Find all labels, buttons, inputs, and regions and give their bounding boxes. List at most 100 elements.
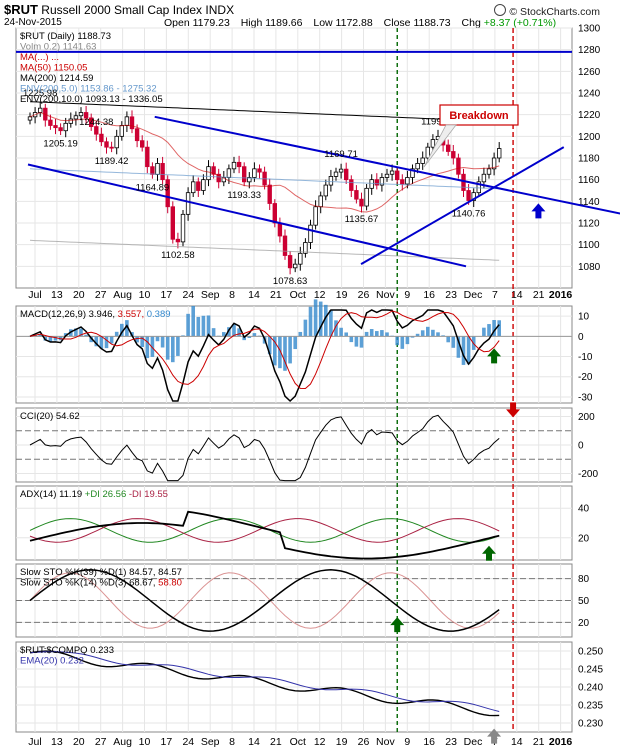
y-tick-label: -30 (578, 392, 593, 403)
macd-histogram-bar (160, 336, 165, 348)
chart-date: 24-Nov-2015 (4, 17, 62, 28)
cci-line (29, 414, 500, 482)
legend-part: 0.389 (144, 309, 170, 320)
macd-histogram-bar (308, 306, 313, 337)
macd-histogram-bar (278, 336, 282, 369)
macd-histogram-bar (334, 320, 338, 337)
x-tick-label: Jul (28, 736, 41, 748)
chart-title: $RUT Russell 2000 Small Cap Index INDX (4, 2, 234, 17)
candle-body (48, 119, 53, 126)
x-tick-label: 23 (445, 736, 457, 748)
macd-histogram-bar (451, 336, 456, 348)
macd-histogram-bar (79, 328, 83, 337)
y-tick-label: 80 (578, 574, 590, 585)
candle-body (456, 157, 461, 175)
env10-lower-line (29, 239, 500, 261)
candle-body (99, 133, 104, 143)
y-tick-label: 1080 (578, 262, 601, 273)
candle-body (364, 187, 369, 207)
x-tick-label: 24 (182, 736, 194, 748)
x-tick-label: 13 (51, 289, 63, 301)
price-label: 1193.33 (227, 190, 261, 201)
macd-histogram-bar (318, 301, 323, 337)
macd-histogram-bar (344, 332, 348, 337)
candle-body (170, 206, 175, 240)
candle-body (303, 242, 308, 254)
x-tick-label: 17 (161, 289, 173, 301)
candle-body (216, 173, 221, 183)
trendline (360, 146, 565, 266)
legend-price: ENV(200,5.0) 1153.86 - 1275.32 (20, 84, 157, 95)
macd-histogram-bar (222, 332, 226, 337)
chg-label: Chg (461, 17, 481, 29)
legend-macd: MACD(12,26,9) 3.946, 3.557, 0.389 (20, 309, 171, 320)
macd-histogram-bar (242, 336, 246, 341)
macd-histogram-bar (436, 332, 440, 337)
up-arrow-icon (531, 203, 546, 219)
panel-frame-macd (15, 305, 573, 404)
x-tick-label: 13 (51, 736, 63, 748)
macd-histogram-bar (109, 336, 114, 344)
macd-histogram-bar (313, 299, 318, 337)
candle-body (410, 168, 415, 178)
x-tick-label: 8 (229, 736, 235, 748)
candle-body (73, 115, 79, 120)
legend-part: 58.80 (156, 578, 182, 589)
sto14-line (29, 572, 500, 629)
candle-body (180, 213, 186, 243)
candle-body (155, 163, 160, 175)
macd-histogram-bar (456, 336, 461, 358)
legend-ratio: $RUT:$COMPQ 0.233 (20, 645, 114, 656)
x-tick-label: 9 (404, 289, 410, 301)
macd-histogram-bar (33, 335, 37, 337)
macd-histogram-bar (405, 336, 410, 345)
y-tick-label: 1100 (578, 240, 600, 251)
y-tick-label: 0.240 (578, 683, 603, 694)
macd-histogram-bar (487, 324, 491, 337)
y-tick-label: 1120 (578, 219, 600, 230)
y-tick-label: 1140 (578, 197, 600, 208)
macd-histogram-bar (150, 336, 155, 357)
macd-histogram-bar (140, 336, 144, 348)
x-tick-label: Nov (376, 736, 395, 748)
candle-body (124, 116, 130, 126)
candle-body (78, 112, 84, 117)
candle-body (68, 118, 73, 124)
y-tick-label: 40 (578, 504, 590, 515)
price-label: 1164.89 (136, 182, 170, 193)
macd-histogram-bar (298, 331, 303, 337)
low-value: 1172.88 (335, 17, 373, 29)
macd-histogram-bar (369, 329, 374, 337)
candle-body (476, 181, 481, 194)
x-tick-label: 26 (358, 736, 370, 748)
y-tick-label: 1300 (578, 24, 601, 35)
candle-body (257, 168, 262, 173)
macd-histogram-bar (400, 336, 405, 349)
candle-body (104, 141, 109, 148)
legend-sto: Slow STO %K(14) %D(3) 68.67, 58.80 (20, 578, 182, 589)
candle-body (496, 148, 502, 159)
macd-histogram-bar (48, 336, 53, 342)
macd-histogram-bar (293, 336, 297, 350)
breakdown-callout-box (439, 104, 519, 126)
macd-histogram-bar (410, 336, 415, 338)
candle-body (445, 144, 451, 152)
candle-body (420, 157, 425, 164)
macd-histogram-bar (385, 332, 389, 337)
ohlc-summary: Open 1179.23 High 1189.66 Low 1172.88 Cl… (164, 17, 556, 29)
macd-histogram-bar (395, 336, 399, 346)
x-tick-label: 21 (533, 289, 545, 301)
candle-body (150, 166, 155, 175)
candle-body (349, 179, 354, 191)
candle-body (292, 263, 298, 269)
legend-part: CCI(20) 54.62 (20, 411, 80, 422)
candle-body (389, 170, 395, 175)
macd-histogram-bar (364, 331, 369, 337)
candle-body (374, 179, 379, 186)
macd-histogram-bar (74, 328, 78, 337)
macd-histogram-bar (461, 336, 466, 365)
x-tick-label: Jul (28, 289, 41, 301)
y-tick-label: 1260 (578, 67, 601, 78)
candle-body (491, 157, 497, 170)
price-label: 1169.71 (324, 149, 358, 160)
